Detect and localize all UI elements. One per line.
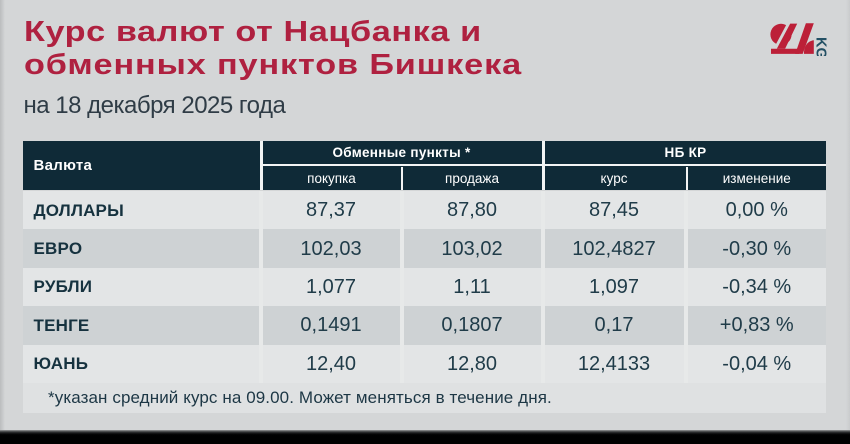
svg-text:KG: KG (813, 37, 829, 56)
